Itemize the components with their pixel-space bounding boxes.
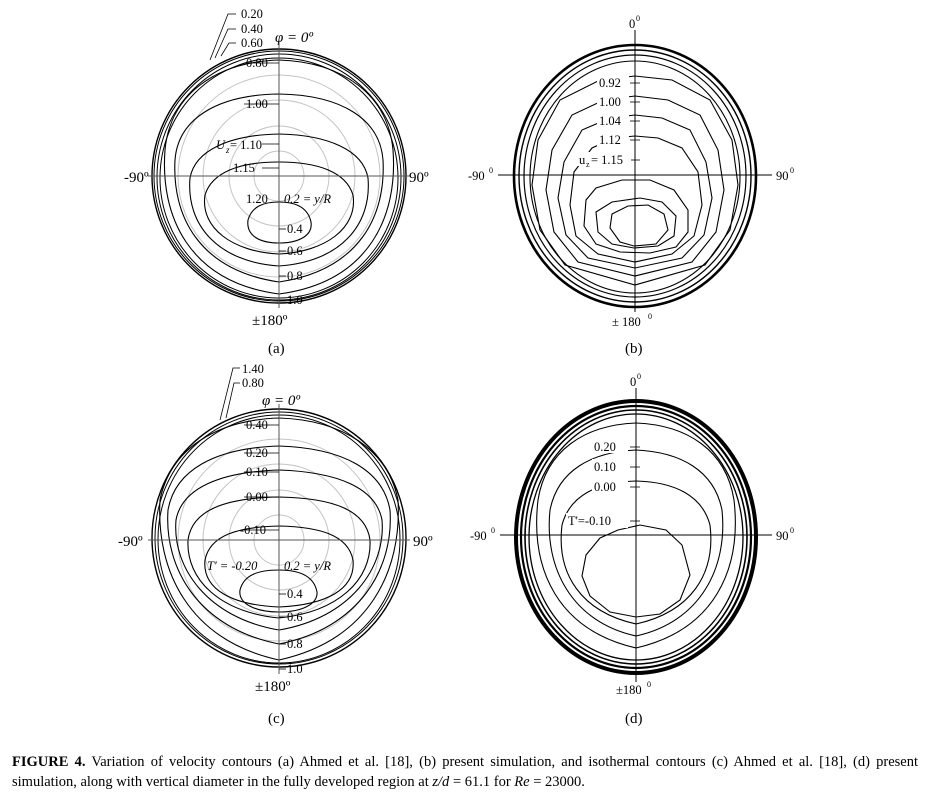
panel-b-inner-contour-2 — [609, 204, 669, 247]
panel-d-contour-label-020: 0.20 — [594, 440, 616, 454]
panel-b-caption-label: (b) — [625, 341, 643, 357]
panel-a-variable-subscript: z — [225, 145, 230, 155]
panel-a-contour-110 — [189, 133, 369, 267]
panel-d-top-angle-degree: 0 — [637, 372, 641, 381]
panel-c-contour-label-040: 0.40 — [246, 418, 268, 432]
panel-c-left-angle: -90º — [118, 534, 143, 550]
panel-b-top-angle-degree: 0 — [636, 14, 640, 23]
panel-a-radial-label-02: 0.2 = y/R — [284, 192, 331, 206]
panel-d-right-angle-degree: 0 — [790, 526, 794, 535]
panel-b-contour-label-115: = 1.15 — [591, 153, 623, 167]
panel-a-radial-label-08: 0.8 — [287, 269, 303, 283]
panel-c-radial-label-08: 0.8 — [287, 637, 303, 651]
panel-a-top-angle: φ = 0º — [275, 30, 313, 46]
panel-b-right-angle-degree: 0 — [790, 166, 794, 175]
figure-caption-number: FIGURE 4. — [12, 754, 86, 770]
figure-caption-z-over-d: z/d — [432, 774, 450, 790]
panel-a-bottom-angle: ±180º — [252, 313, 288, 329]
panel-b-contour-label-092: 0.92 — [599, 76, 621, 90]
panel-d-contour-010 — [548, 449, 724, 637]
panel-b-left-angle: -90 — [468, 169, 485, 183]
panel-d-caption-label: (d) — [625, 711, 643, 727]
panel-a-contour-label-060: 0.60 — [241, 36, 263, 50]
panel-a-contour-120 — [247, 201, 312, 244]
panel-d-contour-label-000: 0.00 — [594, 480, 616, 494]
panel-c-caption-label: (c) — [268, 711, 285, 727]
panel-c-contour-m010 — [204, 525, 354, 608]
panel-c-radial-label-02: 0.2 = y/R — [284, 559, 331, 573]
panel-a-contour-label-110: = 1.10 — [230, 138, 262, 152]
panel-a-radial-label-06: 0.6 — [287, 244, 303, 258]
panel-c-contour-label-010: 0.10 — [246, 465, 268, 479]
panel-c-contour-010 — [175, 469, 383, 631]
panel-a-contour-080 — [163, 59, 395, 295]
panel-a-contour-label-040: 0.40 — [241, 22, 263, 36]
panel-d-contour-label-010: 0.10 — [594, 460, 616, 474]
panel-a-left-angle: -90º — [124, 170, 149, 186]
panel-a-contour-label-115: 1.15 — [233, 161, 255, 175]
panel-c-contour-m020 — [239, 569, 318, 613]
panel-b-contour-label-100: 1.00 — [599, 95, 621, 109]
figure-caption-text-2: = 61.1 for — [449, 774, 515, 790]
panel-a-contour-label-020: 0.20 — [241, 7, 263, 21]
panel-a-variable-uz: U — [216, 138, 226, 152]
panel-b-left-angle-degree: 0 — [489, 166, 493, 175]
panel-c-contour-label-140: 1.40 — [242, 362, 264, 376]
panel-a-contour-label-080: 0.80 — [246, 56, 268, 70]
panel-d-contour-label-m010: T'=-0.10 — [568, 514, 611, 528]
panel-c-contour-label-m010: -0.10 — [240, 523, 266, 537]
panel-d-right-angle: 90 — [776, 529, 789, 543]
panel-c: 1.40 0.80 0.40 0.20 0.10 0.00 -0.10 T′ =… — [118, 362, 433, 727]
panel-d-top-angle: 0 — [630, 375, 636, 389]
panel-c-radial-label-06: 0.6 — [287, 610, 303, 624]
panel-c-contour-label-m020: T′ = -0.20 — [207, 559, 258, 573]
panel-c-contour-label-000: 0.00 — [246, 490, 268, 504]
panel-b-variable-subscript: z — [586, 160, 590, 169]
panel-a-caption-label: (a) — [268, 341, 285, 357]
panel-d-contour-m010 — [581, 524, 691, 618]
panel-a-contour-115 — [204, 161, 354, 255]
panel-b-bottom-angle: ± 180 — [612, 315, 641, 329]
panel-b-bottom-angle-degree: 0 — [648, 312, 652, 321]
panel-b-right-angle: 90 — [776, 169, 789, 183]
panel-a-right-angle: 90º — [409, 170, 429, 186]
panel-d-left-angle-degree: 0 — [491, 526, 495, 535]
panel-c-contour-label-020: 0.20 — [246, 446, 268, 460]
panel-d-bottom-angle: ±180 — [616, 683, 642, 697]
panel-a-radial-label-10: 1.0 — [287, 293, 303, 307]
figure-caption: FIGURE 4. Variation of velocity contours… — [12, 752, 918, 792]
panel-b-variable-u: u — [579, 153, 586, 167]
panel-a-radial-label-04: 0.4 — [287, 222, 303, 236]
panel-c-contour-040 — [159, 417, 399, 661]
panel-c-right-angle: 90º — [413, 534, 433, 550]
figure-caption-reynolds: Re — [514, 774, 530, 790]
panel-b-contour-label-112: 1.12 — [599, 133, 621, 147]
panel-a: 0.20 0.40 0.60 0.80 1.00 U z = 1.10 1.15… — [124, 7, 429, 357]
panel-d-contour-020 — [536, 422, 736, 649]
panel-b-inner-contour-1 — [595, 197, 677, 249]
panel-d-bottom-angle-degree: 0 — [647, 680, 651, 689]
panel-a-contour-label-100: 1.00 — [246, 97, 268, 111]
panel-b-contour-115 — [583, 179, 689, 254]
panel-b-top-angle: 0 — [629, 17, 635, 31]
panel-c-contour-label-080: 0.80 — [242, 376, 264, 390]
panel-a-contour-100 — [174, 93, 384, 283]
panel-c-radial-label-04: 0.4 — [287, 587, 303, 601]
panel-c-contour-000 — [187, 496, 371, 619]
panel-c-top-angle: φ = 0º — [262, 393, 300, 409]
panel-c-bottom-angle: ±180º — [255, 679, 291, 695]
figure-caption-text-3: = 23000. — [529, 774, 585, 790]
panel-b-contour-label-104: 1.04 — [599, 114, 622, 128]
panel-c-radial-label-10: 1.0 — [287, 662, 303, 676]
panel-c-contour-020 — [167, 445, 391, 645]
panel-d-left-angle: -90 — [470, 529, 487, 543]
panel-a-contour-label-120: 1.20 — [246, 192, 268, 206]
panel-d: 0.20 0.10 0.00 T'=-0.10 0 0 ±180 0 -90 0… — [470, 372, 794, 727]
figure-caption-text-1: Variation of velocity contours (a) Ahmed… — [12, 754, 918, 790]
panel-b: 0.92 1.00 1.04 1.12 u z = 1.15 0 0 ± 180… — [468, 14, 794, 357]
